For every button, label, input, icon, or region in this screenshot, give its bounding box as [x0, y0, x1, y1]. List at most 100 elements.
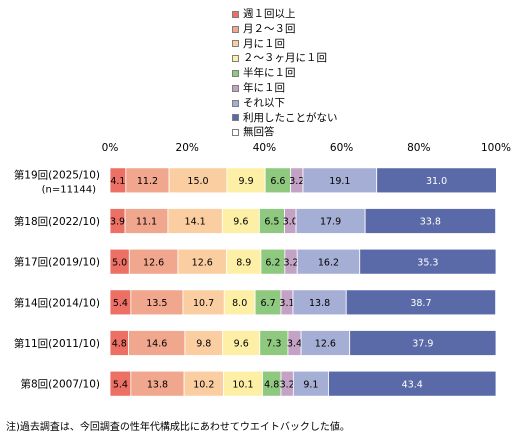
data-label: 13.8	[309, 298, 330, 309]
data-label: 3.2	[280, 379, 295, 390]
bar-segment	[328, 370, 497, 397]
data-label: 17.9	[320, 217, 341, 228]
legend-item: 無回答	[232, 125, 338, 140]
data-label: 3.4	[287, 339, 302, 350]
data-label: 19.1	[329, 176, 350, 187]
data-label: 35.3	[417, 257, 438, 268]
bar-segment	[167, 208, 223, 234]
category-label: 第14回(2014/10)	[14, 296, 100, 309]
data-label: 3.2	[289, 176, 304, 187]
bar-segment	[226, 167, 266, 194]
bar-segment	[182, 289, 225, 316]
data-label: 9.1	[303, 379, 318, 390]
data-label: 43.4	[402, 379, 423, 390]
x-tick-label: 80%	[407, 142, 430, 154]
bar-segment	[124, 208, 169, 234]
data-label: 6.2	[265, 257, 280, 268]
data-label: 15.0	[187, 176, 208, 187]
bar-segment	[359, 248, 497, 275]
bar-segment	[345, 289, 497, 316]
legend-swatch	[232, 40, 239, 48]
bar-segment	[296, 248, 361, 275]
bar-segment	[259, 330, 289, 356]
legend-label: ２～３ヶ月に１回	[243, 52, 327, 65]
category-label: 第18回(2022/10)	[14, 215, 100, 228]
x-tick-label: 40%	[253, 142, 276, 154]
legend-swatch	[232, 70, 239, 78]
legend-swatch	[232, 129, 239, 137]
data-label: 11.1	[136, 217, 157, 228]
data-label: 10.1	[232, 379, 253, 390]
legend-label: それ以下	[243, 96, 285, 109]
category-sample-size: (n=11144)	[42, 184, 96, 195]
data-label: 12.6	[315, 339, 336, 350]
legend-label: 年に１回	[243, 81, 285, 94]
legend-swatch	[232, 114, 239, 122]
data-label: 16.2	[318, 257, 339, 268]
legend-item: 週１回以上	[232, 7, 338, 22]
legend-swatch	[232, 10, 239, 18]
bar-segment	[349, 330, 497, 356]
bar-segment	[302, 167, 378, 194]
bar-segment	[226, 248, 262, 275]
legend-item: それ以下	[232, 96, 338, 111]
category-label: 第11回(2011/10)	[14, 337, 100, 350]
data-label: 9.6	[234, 339, 249, 350]
bar-segment	[258, 208, 285, 234]
legend-label: 月２～３回	[243, 22, 296, 35]
bar-segment	[130, 370, 185, 397]
data-label: 8.9	[236, 257, 251, 268]
data-label: 12.6	[143, 257, 164, 268]
legend-item: 利用したことがない	[232, 111, 338, 126]
data-label: 5.4	[113, 379, 128, 390]
data-label: 3.2	[283, 257, 298, 268]
data-label: 11.2	[137, 176, 158, 187]
data-label: 4.8	[264, 379, 279, 390]
data-label: 3.9	[110, 217, 125, 228]
legend-swatch	[232, 55, 239, 63]
bar-segment	[254, 289, 282, 316]
bar-segment	[376, 167, 497, 194]
category-label: 第17回(2019/10)	[14, 256, 100, 269]
legend-label: 半年に１回	[243, 67, 296, 80]
legend-swatch	[232, 25, 239, 33]
data-label: 6.5	[264, 217, 279, 228]
data-label: 5.0	[112, 257, 127, 268]
category-label: 第19回(2025/10)	[14, 168, 100, 181]
legend-label: 月に１回	[243, 37, 285, 50]
data-label: 7.3	[266, 339, 281, 350]
data-label: 4.1	[110, 176, 125, 187]
x-tick-label: 20%	[176, 142, 199, 154]
data-label: 8.0	[232, 298, 247, 309]
data-label: 6.7	[261, 298, 276, 309]
bar-segment	[128, 248, 179, 275]
bar-segment	[128, 330, 186, 356]
data-label: 9.6	[233, 217, 248, 228]
bar-segment	[364, 208, 497, 234]
legend-swatch	[232, 84, 239, 92]
data-label: 12.6	[192, 257, 213, 268]
data-label: 14.6	[146, 339, 167, 350]
bar-segment	[184, 330, 224, 356]
legend-label: 無回答	[243, 126, 275, 139]
data-label: 6.6	[270, 176, 285, 187]
data-label: 33.8	[420, 217, 441, 228]
chart-legend: 週１回以上 月２～３回月に１回 ２～３ヶ月に１回 半年に１回 年に１回それ以下利用したこ…	[232, 7, 338, 140]
x-tick-label: 60%	[330, 142, 353, 154]
legend-label: 利用したことがない	[243, 111, 338, 124]
data-label: 14.1	[185, 217, 206, 228]
x-tick-label: 0%	[102, 142, 119, 154]
legend-item: 月に１回	[232, 37, 338, 52]
bar-segment	[223, 370, 263, 397]
data-label: 4.8	[112, 339, 127, 350]
bar-segment	[221, 208, 260, 234]
data-label: 10.2	[193, 379, 214, 390]
bar-segment	[292, 289, 347, 316]
legend-item: ２～３ヶ月に１回	[232, 51, 338, 66]
bar-segment	[292, 370, 329, 397]
data-label: 5.4	[113, 298, 128, 309]
data-label: 38.7	[410, 298, 431, 309]
legend-swatch	[232, 99, 239, 107]
data-label: 31.0	[426, 176, 447, 187]
